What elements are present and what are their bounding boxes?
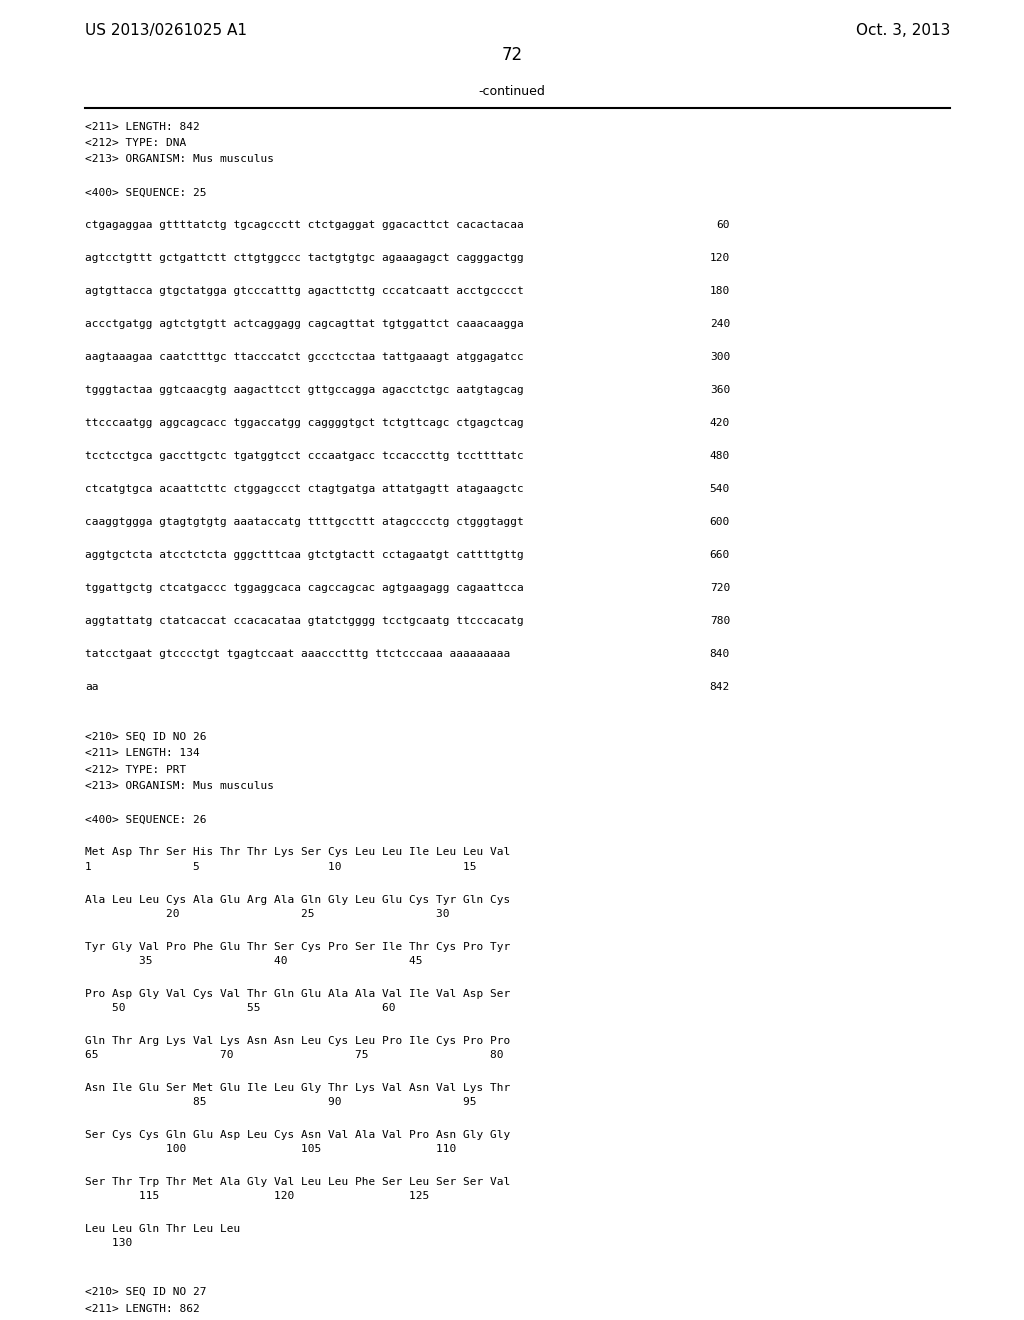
Text: caaggtggga gtagtgtgtg aaataccatg ttttgccttt atagcccctg ctgggtaggt: caaggtggga gtagtgtgtg aaataccatg ttttgcc… xyxy=(85,517,523,528)
Text: 540: 540 xyxy=(710,484,730,495)
Text: Ser Thr Trp Thr Met Ala Gly Val Leu Leu Phe Ser Leu Ser Ser Val: Ser Thr Trp Thr Met Ala Gly Val Leu Leu … xyxy=(85,1176,510,1187)
Text: 180: 180 xyxy=(710,286,730,297)
Text: <212> TYPE: PRT: <212> TYPE: PRT xyxy=(85,766,186,775)
Text: 660: 660 xyxy=(710,550,730,561)
Text: tggattgctg ctcatgaccc tggaggcaca cagccagcac agtgaagagg cagaattcca: tggattgctg ctcatgaccc tggaggcaca cagccag… xyxy=(85,583,523,594)
Text: ttcccaatgg aggcagcacc tggaccatgg caggggtgct tctgttcagc ctgagctcag: ttcccaatgg aggcagcacc tggaccatgg caggggt… xyxy=(85,418,523,429)
Text: 72: 72 xyxy=(502,46,522,63)
Text: 480: 480 xyxy=(710,451,730,462)
Text: Leu Leu Gln Thr Leu Leu: Leu Leu Gln Thr Leu Leu xyxy=(85,1224,241,1234)
Text: 85                  90                  95: 85 90 95 xyxy=(85,1097,476,1106)
Text: <212> TYPE: DNA: <212> TYPE: DNA xyxy=(85,139,186,148)
Text: 100                 105                 110: 100 105 110 xyxy=(85,1143,457,1154)
Text: <213> ORGANISM: Mus musculus: <213> ORGANISM: Mus musculus xyxy=(85,781,274,792)
Text: Oct. 3, 2013: Oct. 3, 2013 xyxy=(856,22,950,38)
Text: <210> SEQ ID NO 27: <210> SEQ ID NO 27 xyxy=(85,1287,207,1298)
Text: 1               5                   10                  15: 1 5 10 15 xyxy=(85,862,476,871)
Text: US 2013/0261025 A1: US 2013/0261025 A1 xyxy=(85,22,247,38)
Text: agtcctgttt gctgattctt cttgtggccc tactgtgtgc agaaagagct cagggactgg: agtcctgttt gctgattctt cttgtggccc tactgtg… xyxy=(85,253,523,264)
Text: 65                  70                  75                  80: 65 70 75 80 xyxy=(85,1049,504,1060)
Text: Ala Leu Leu Cys Ala Glu Arg Ala Gln Gly Leu Glu Cys Tyr Gln Cys: Ala Leu Leu Cys Ala Glu Arg Ala Gln Gly … xyxy=(85,895,510,904)
Text: 115                 120                 125: 115 120 125 xyxy=(85,1191,429,1201)
Text: <211> LENGTH: 862: <211> LENGTH: 862 xyxy=(85,1304,200,1313)
Text: aa: aa xyxy=(85,682,98,693)
Text: aggtattatg ctatcaccat ccacacataa gtatctgggg tcctgcaatg ttcccacatg: aggtattatg ctatcaccat ccacacataa gtatctg… xyxy=(85,616,523,627)
Text: <211> LENGTH: 842: <211> LENGTH: 842 xyxy=(85,121,200,132)
Text: 842: 842 xyxy=(710,682,730,693)
Text: <213> ORGANISM: Mus musculus: <213> ORGANISM: Mus musculus xyxy=(85,154,274,165)
Text: tatcctgaat gtcccctgt tgagtccaat aaaccctttg ttctcccaaa aaaaaaaaa: tatcctgaat gtcccctgt tgagtccaat aaaccctt… xyxy=(85,649,510,660)
Text: -continued: -continued xyxy=(478,84,546,98)
Text: <211> LENGTH: 134: <211> LENGTH: 134 xyxy=(85,748,200,759)
Text: 35                  40                  45: 35 40 45 xyxy=(85,956,423,965)
Text: 120: 120 xyxy=(710,253,730,264)
Text: <400> SEQUENCE: 26: <400> SEQUENCE: 26 xyxy=(85,814,207,825)
Text: tgggtactaa ggtcaacgtg aagacttcct gttgccagga agacctctgc aatgtagcag: tgggtactaa ggtcaacgtg aagacttcct gttgcca… xyxy=(85,385,523,396)
Text: accctgatgg agtctgtgtt actcaggagg cagcagttat tgtggattct caaacaagga: accctgatgg agtctgtgtt actcaggagg cagcagt… xyxy=(85,319,523,330)
Text: Gln Thr Arg Lys Val Lys Asn Asn Leu Cys Leu Pro Ile Cys Pro Pro: Gln Thr Arg Lys Val Lys Asn Asn Leu Cys … xyxy=(85,1036,510,1045)
Text: Tyr Gly Val Pro Phe Glu Thr Ser Cys Pro Ser Ile Thr Cys Pro Tyr: Tyr Gly Val Pro Phe Glu Thr Ser Cys Pro … xyxy=(85,941,510,952)
Text: 50                  55                  60: 50 55 60 xyxy=(85,1003,395,1012)
Text: agtgttacca gtgctatgga gtcccatttg agacttcttg cccatcaatt acctgcccct: agtgttacca gtgctatgga gtcccatttg agacttc… xyxy=(85,286,523,297)
Text: 600: 600 xyxy=(710,517,730,528)
Text: tcctcctgca gaccttgctc tgatggtcct cccaatgacc tccacccttg tccttttatc: tcctcctgca gaccttgctc tgatggtcct cccaatg… xyxy=(85,451,523,462)
Text: ctcatgtgca acaattcttc ctggagccct ctagtgatga attatgagtt atagaagctc: ctcatgtgca acaattcttc ctggagccct ctagtga… xyxy=(85,484,523,495)
Text: Ser Cys Cys Gln Glu Asp Leu Cys Asn Val Ala Val Pro Asn Gly Gly: Ser Cys Cys Gln Glu Asp Leu Cys Asn Val … xyxy=(85,1130,510,1139)
Text: 130: 130 xyxy=(85,1238,132,1247)
Text: <210> SEQ ID NO 26: <210> SEQ ID NO 26 xyxy=(85,733,207,742)
Text: 300: 300 xyxy=(710,352,730,363)
Text: Asn Ile Glu Ser Met Glu Ile Leu Gly Thr Lys Val Asn Val Lys Thr: Asn Ile Glu Ser Met Glu Ile Leu Gly Thr … xyxy=(85,1082,510,1093)
Text: 420: 420 xyxy=(710,418,730,429)
Text: 60: 60 xyxy=(717,220,730,231)
Text: 780: 780 xyxy=(710,616,730,627)
Text: <400> SEQUENCE: 25: <400> SEQUENCE: 25 xyxy=(85,187,207,198)
Text: 720: 720 xyxy=(710,583,730,594)
Text: 840: 840 xyxy=(710,649,730,660)
Text: ctgagaggaa gttttatctg tgcagccctt ctctgaggat ggacacttct cacactacaa: ctgagaggaa gttttatctg tgcagccctt ctctgag… xyxy=(85,220,523,231)
Text: Pro Asp Gly Val Cys Val Thr Gln Glu Ala Ala Val Ile Val Asp Ser: Pro Asp Gly Val Cys Val Thr Gln Glu Ala … xyxy=(85,989,510,998)
Text: 20                  25                  30: 20 25 30 xyxy=(85,908,450,919)
Text: aagtaaagaa caatctttgc ttacccatct gccctcctaa tattgaaagt atggagatcc: aagtaaagaa caatctttgc ttacccatct gccctcc… xyxy=(85,352,523,363)
Text: 360: 360 xyxy=(710,385,730,396)
Text: aggtgctcta atcctctcta gggctttcaa gtctgtactt cctagaatgt cattttgttg: aggtgctcta atcctctcta gggctttcaa gtctgta… xyxy=(85,550,523,561)
Text: Met Asp Thr Ser His Thr Thr Lys Ser Cys Leu Leu Ile Leu Leu Val: Met Asp Thr Ser His Thr Thr Lys Ser Cys … xyxy=(85,847,510,858)
Text: 240: 240 xyxy=(710,319,730,330)
